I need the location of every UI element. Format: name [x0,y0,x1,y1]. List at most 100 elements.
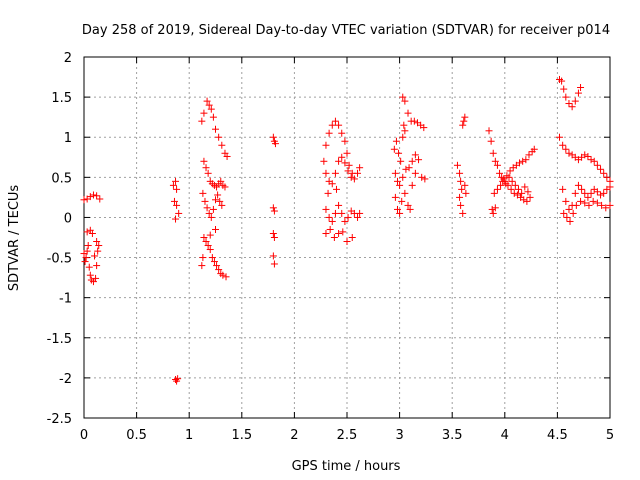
data-point [530,145,538,153]
data-point [208,254,216,262]
data-point [338,153,346,161]
data-point [356,209,364,217]
data-point [401,189,409,197]
data-point [562,93,570,101]
data-point [421,175,429,183]
data-point [83,228,91,236]
data-point [215,133,223,141]
data-point [489,149,497,157]
data-point [270,207,278,215]
data-point [391,193,399,201]
data-point [606,183,614,191]
data-point [598,201,606,209]
data-point [343,149,351,157]
data-point [339,228,347,236]
data-point [563,213,571,221]
data-point [398,197,406,205]
data-point [335,229,343,237]
data-point [207,105,215,113]
data-point [204,242,212,250]
data-point [406,205,414,213]
data-point [399,173,407,181]
data-point [206,231,214,239]
data-point [593,188,601,196]
data-point [577,197,585,205]
data-point [344,213,352,221]
data-point [505,173,513,181]
data-point [401,127,409,135]
data-point [325,129,333,137]
data-point [88,229,96,237]
x-tick-label: 2.5 [337,428,358,443]
x-tick-label: 4 [501,428,509,443]
data-point [574,181,582,189]
data-point [210,258,218,266]
data-point [393,177,401,185]
data-point [497,181,505,189]
data-point [410,117,418,125]
data-point [207,213,215,221]
data-point [199,254,207,262]
data-point [584,152,592,160]
data-point [200,109,208,117]
data-point [507,185,515,193]
data-point [502,180,510,188]
data-point [511,181,519,189]
data-point [456,169,464,177]
data-point [218,201,226,209]
y-axis-label: SDTVAR / TECUs [7,185,22,292]
data-point [491,157,499,165]
data-point [328,121,336,129]
data-point [559,185,567,193]
data-point [520,196,528,204]
y-tick-label: 1.5 [51,91,72,106]
data-point [347,173,355,181]
gridlines [84,57,610,418]
data-point [86,193,94,201]
data-point [589,197,597,205]
data-point [269,204,277,212]
data-point [324,189,332,197]
data-point [269,133,277,141]
data-point [493,161,501,169]
data-point [214,191,222,199]
data-point [581,189,589,197]
data-point [521,183,529,191]
data-point [198,117,206,125]
data-point [198,262,206,270]
data-point [94,247,102,255]
data-point [393,205,401,213]
data-point [600,169,608,177]
data-point [320,157,328,165]
data-point [522,156,530,164]
data-point [80,196,88,204]
data-point [338,209,346,217]
data-point [331,209,339,217]
data-point [411,151,419,159]
data-point [581,199,589,207]
data-point [322,169,330,177]
data-point [510,189,518,197]
data-point [404,109,412,117]
data-point [485,127,493,135]
data-point [270,234,278,241]
data-point [508,177,516,185]
data-point [581,151,589,159]
data-point [209,113,217,121]
data-point [200,157,208,165]
data-point [606,201,614,209]
data-point [328,217,336,225]
data-point [399,133,407,141]
data-point [222,273,230,281]
data-point [490,189,498,197]
data-point [461,113,469,121]
data-point [578,185,586,193]
y-tick-label: -0.5 [47,252,72,267]
data-point [415,156,423,164]
data-point [330,234,338,241]
data-point [584,193,592,201]
data-point [341,137,349,145]
data-point [526,193,534,201]
x-tick-label: 4.5 [547,428,568,443]
data-point [518,189,526,197]
